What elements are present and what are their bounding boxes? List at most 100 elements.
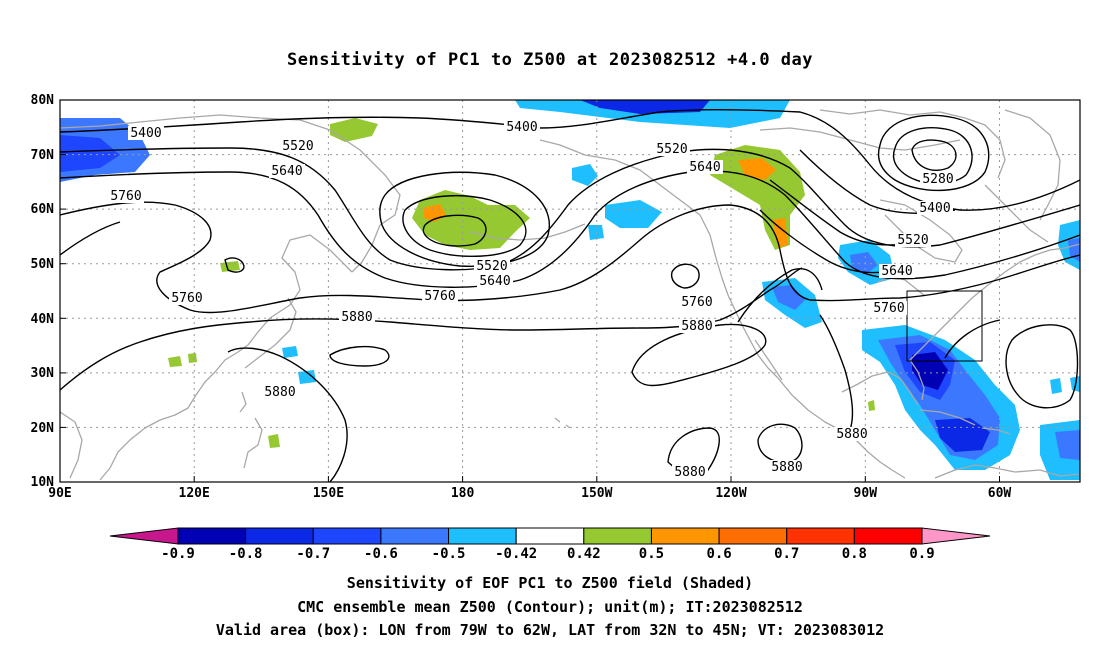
contour-label-5400: 5400 xyxy=(130,126,161,141)
contour-5880-loop-west xyxy=(227,347,348,482)
lon-label-180: 180 xyxy=(451,486,475,501)
contour-label-5640: 5640 xyxy=(479,274,510,289)
contour-label-bg xyxy=(879,264,915,278)
contour-5880-east xyxy=(631,323,767,387)
contour-5280 xyxy=(877,114,990,192)
contour-label-5760: 5760 xyxy=(424,289,455,304)
lon-label-120e: 120E xyxy=(179,486,210,501)
coast-japan xyxy=(244,297,297,369)
shade-neg-islet-1 xyxy=(282,346,298,358)
colorbar-label: 0.42 xyxy=(567,546,601,562)
contour-5880-us xyxy=(819,314,854,431)
lon-label-150e: 150E xyxy=(313,486,344,501)
coast-california xyxy=(741,324,779,379)
contour-label-bg xyxy=(477,274,513,288)
colorbar-low-triangle xyxy=(109,527,179,545)
lat-label-10n: 10N xyxy=(31,475,55,490)
contour-label-5880: 5880 xyxy=(264,385,295,400)
coast-china xyxy=(159,351,239,421)
contour-5760 xyxy=(60,201,1080,314)
coast-okhotsk xyxy=(281,234,353,291)
contour-5760-north xyxy=(60,221,121,256)
contour-5280-inner xyxy=(911,139,957,171)
contour-5520-us xyxy=(769,179,916,246)
lat-label-70n: 70N xyxy=(31,148,55,163)
contour-5520-loop xyxy=(379,171,550,267)
contour-label-bg xyxy=(917,201,953,215)
contour-label-bg xyxy=(679,319,715,333)
lon-label-90e: 90E xyxy=(48,486,71,501)
shade-pos-bering xyxy=(330,118,378,142)
shade-pos-alaska-core xyxy=(738,158,776,180)
shade-neg-central-core xyxy=(772,285,805,310)
shade-neg-northwest-core xyxy=(60,135,120,172)
contour-5880 xyxy=(60,267,803,391)
coast-philippines xyxy=(243,417,263,469)
contour-5880-pacific xyxy=(329,345,390,367)
contour-label-bg xyxy=(108,189,144,203)
plot-frame xyxy=(59,99,1081,483)
contour-small-loop-pacific xyxy=(224,257,245,273)
contour-5640 xyxy=(60,170,1080,288)
colorbar-swatch xyxy=(448,527,517,545)
coast-taiwan xyxy=(239,391,247,413)
contour-label-bg xyxy=(871,301,907,315)
coast-alaska xyxy=(539,139,701,216)
lat-labels: 80N 70N 60N 50N 40N 30N 20N 10N xyxy=(31,93,55,490)
shade-neg-atlantic-core xyxy=(1055,430,1080,460)
contour-label-bg xyxy=(672,465,708,479)
contour-label-bg xyxy=(834,427,870,441)
lat-label-60n: 60N xyxy=(31,202,55,217)
contour-label-5880: 5880 xyxy=(341,310,372,325)
contour-label-5880: 5880 xyxy=(681,319,712,334)
contour-5880-south-2 xyxy=(757,423,803,463)
contour-5880-atlantic xyxy=(1005,324,1079,409)
contour-label-5760: 5760 xyxy=(110,189,141,204)
coast-hawaii xyxy=(554,417,571,429)
lat-label-20n: 20N xyxy=(31,421,55,436)
colorbar-label: -0.9 xyxy=(161,546,195,562)
shade-neg-pacific-1 xyxy=(572,164,598,186)
colorbar-label: -0.7 xyxy=(296,546,330,562)
coast-baja xyxy=(754,339,783,381)
coast-central-america xyxy=(855,439,906,479)
contour-label-5760: 5760 xyxy=(873,301,904,316)
coast-florida xyxy=(909,359,925,401)
shade-pos-carib-islet xyxy=(868,400,875,411)
coast-nw-america xyxy=(699,214,743,326)
contour-label-5400: 5400 xyxy=(919,201,950,216)
shade-pos-northpacific xyxy=(412,190,530,250)
contour-5400-loop xyxy=(422,214,487,247)
lat-label-50n: 50N xyxy=(31,257,55,272)
colorbar-label: 0.5 xyxy=(639,546,664,562)
contour-5760-us xyxy=(737,268,823,323)
shade-neg-arctic xyxy=(515,100,790,128)
colorbar-swatch xyxy=(583,527,652,545)
lon-label-150w: 150W xyxy=(581,486,612,501)
shade-neg-caribbean-core xyxy=(935,418,990,452)
contour-label-bg xyxy=(687,160,723,174)
caption-shading: Sensitivity of EOF PC1 to Z500 field (Sh… xyxy=(346,574,754,592)
colorbar-swatch xyxy=(177,527,247,545)
contour-label-bg xyxy=(128,126,164,140)
coast-us-east xyxy=(909,271,1006,361)
shade-neg-islet-2 xyxy=(298,370,316,384)
coast-south-america xyxy=(934,464,1080,479)
coast-arctic-islands xyxy=(819,109,1006,179)
contour-label-bg xyxy=(769,460,805,474)
contour-label-5880: 5880 xyxy=(674,465,705,480)
contour-label-5640: 5640 xyxy=(881,264,912,279)
contour-label-bg xyxy=(169,291,205,305)
colorbar-swatch xyxy=(245,527,314,545)
coast-korea xyxy=(237,289,301,353)
contour-label-5280: 5280 xyxy=(922,172,953,187)
coast-seasia xyxy=(99,419,161,481)
coast-gulf xyxy=(841,371,919,406)
shade-neg-pacific-2 xyxy=(605,200,662,228)
contour-5280-mid xyxy=(892,127,973,185)
lon-label-60w: 60W xyxy=(988,486,1012,501)
lat-label-30n: 30N xyxy=(31,366,55,381)
colorbar-label: 0.6 xyxy=(706,546,731,562)
contour-label-bg xyxy=(262,385,298,399)
colorbar-label: -0.42 xyxy=(495,546,537,562)
